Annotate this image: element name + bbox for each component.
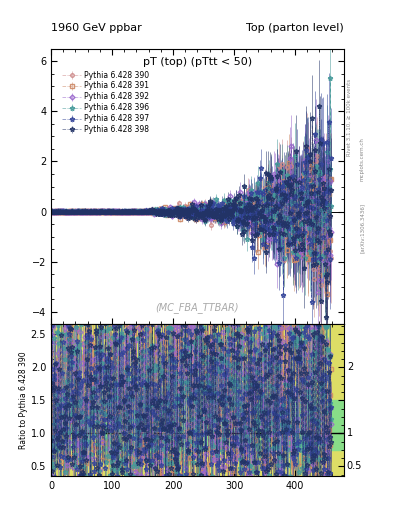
Y-axis label: Ratio to Pythia 6.428 390: Ratio to Pythia 6.428 390 (19, 352, 28, 449)
Text: mcplots.cern.ch: mcplots.cern.ch (360, 137, 365, 181)
Text: Rivet 3.1.10, ≥ 100k events: Rivet 3.1.10, ≥ 100k events (347, 79, 352, 156)
Text: 1960 GeV ppbar: 1960 GeV ppbar (51, 23, 142, 33)
Bar (51, 325, 344, 400)
Bar (51, 400, 344, 450)
Text: pT (top) (pTtt < 50): pT (top) (pTtt < 50) (143, 57, 252, 67)
Bar (51, 450, 344, 476)
Text: 0.5: 0.5 (347, 461, 362, 471)
Text: Top (parton level): Top (parton level) (246, 23, 344, 33)
Text: 2: 2 (347, 362, 353, 372)
Legend: Pythia 6.428 390, Pythia 6.428 391, Pythia 6.428 392, Pythia 6.428 396, Pythia 6: Pythia 6.428 390, Pythia 6.428 391, Pyth… (61, 69, 151, 136)
Text: (MC_FBA_TTBAR): (MC_FBA_TTBAR) (156, 303, 239, 313)
Text: [arXiv:1306.3436]: [arXiv:1306.3436] (360, 203, 365, 253)
Text: 1: 1 (347, 429, 353, 438)
